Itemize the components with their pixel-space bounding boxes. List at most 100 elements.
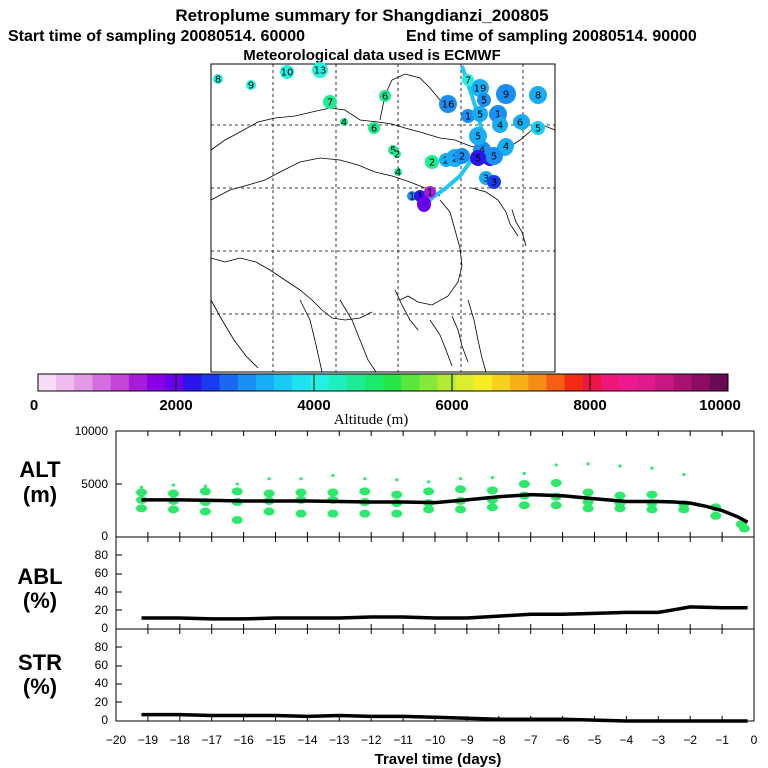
alt-cluster-point xyxy=(614,491,626,500)
map-trajectory-label: 19 xyxy=(474,84,487,95)
abl-panel-frame xyxy=(115,536,755,630)
map-trajectory-label: 1 xyxy=(427,188,433,199)
colorbar-swatch xyxy=(292,374,311,391)
x-axis-label: Travel time (days) xyxy=(375,751,502,768)
colorbar-swatch xyxy=(600,374,620,391)
colorbar-swatch xyxy=(709,374,729,391)
colorbar-swatch xyxy=(673,374,693,391)
alt-cluster-point xyxy=(136,504,148,513)
map-trajectory-label: 9 xyxy=(503,90,509,101)
map-trajectory-label: 5 xyxy=(475,154,481,165)
map-trajectory-marker xyxy=(213,74,223,84)
map-trajectory-label: 5 xyxy=(535,124,541,135)
colorbar-swatch xyxy=(110,374,130,391)
alt-ytick-label: 0 xyxy=(101,529,108,543)
alt-cluster-point xyxy=(455,485,467,494)
map-trajectory-label: 7 xyxy=(465,76,471,87)
map-trajectory-label: 16 xyxy=(442,100,455,111)
alt-sparse-point xyxy=(395,478,399,482)
map-trajectory-marker xyxy=(461,109,475,123)
alt-cluster-point xyxy=(614,504,626,513)
trajectory-map: 8910137646524222211133344556519798161515… xyxy=(210,62,556,373)
abl-panel-unit: (%) xyxy=(23,588,57,613)
alt-mean-line xyxy=(141,492,749,524)
alt-sparse-point xyxy=(139,485,144,489)
colorbar-swatch xyxy=(655,374,674,391)
colorbar-axis-label: Altitude (m) xyxy=(334,412,409,428)
map-trajectory-label: 4 xyxy=(395,168,401,179)
colorbar-swatch xyxy=(455,374,475,391)
alt-cluster-point xyxy=(518,501,530,510)
map-trajectory-label: 1 xyxy=(465,112,471,123)
str-ytick-label: 60 xyxy=(95,658,109,672)
abl-ytick-label: 60 xyxy=(95,566,109,580)
release-point-blob xyxy=(417,196,431,212)
colorbar-tick-label: 10000 xyxy=(699,397,741,414)
map-trajectory-marker xyxy=(407,191,417,201)
map-trajectory-label: 6 xyxy=(382,92,388,103)
abl-line xyxy=(141,605,748,621)
alt-cluster-point xyxy=(327,488,339,497)
map-trajectory-label: 6 xyxy=(517,118,523,129)
colorbar-swatch xyxy=(201,374,220,391)
map-trajectory-marker xyxy=(498,138,514,154)
map-trajectory-label: 13 xyxy=(314,66,327,77)
alt-sparse-point xyxy=(235,482,239,486)
alt-data-marks xyxy=(136,462,750,533)
x-tick-label: −19 xyxy=(138,733,159,747)
x-tick-label: −8 xyxy=(492,733,506,747)
colorbar-swatch xyxy=(346,374,366,391)
x-tick-label: −11 xyxy=(393,733,413,747)
colorbar-swatch xyxy=(582,374,602,391)
colorbar-swatch xyxy=(56,374,75,391)
x-tick-label: −15 xyxy=(265,733,286,747)
x-tick-label: −13 xyxy=(329,733,350,747)
alt-cluster-point xyxy=(710,511,722,520)
map-trajectory-label: 5 xyxy=(481,96,487,107)
map-trajectory-marker xyxy=(462,74,474,86)
map-trajectory-marker xyxy=(246,80,256,90)
ytick-marks xyxy=(116,483,122,703)
alt-cluster-point xyxy=(582,504,594,513)
map-trajectory-marker xyxy=(368,122,380,134)
x-tick-label: −14 xyxy=(297,733,318,747)
map-trajectory-marker xyxy=(393,150,401,158)
map-trajectory-marker xyxy=(485,147,503,165)
map-trajectory-label: 2 xyxy=(394,150,400,161)
map-trajectory-label: 5 xyxy=(390,146,396,157)
alt-cluster-point xyxy=(231,487,243,496)
alt-cluster-point xyxy=(295,488,307,497)
colorbar-swatch xyxy=(219,374,239,391)
alt-cluster-point xyxy=(263,489,275,498)
str-line xyxy=(141,712,748,723)
alt-cluster-point xyxy=(327,509,339,518)
alt-sparse-point xyxy=(427,480,431,484)
alt-cluster-point xyxy=(136,488,148,497)
alt-sparse-point xyxy=(203,484,207,488)
str-panel-unit: (%) xyxy=(23,674,57,699)
colorbar-swatches xyxy=(38,374,729,391)
colorbar-swatch xyxy=(165,374,184,391)
map-trajectory-label: 1 xyxy=(495,110,501,121)
alt-sparse-point xyxy=(171,483,176,487)
abl-ytick-label: 40 xyxy=(95,584,109,598)
alt-cluster-point xyxy=(678,505,690,514)
colorbar-swatch xyxy=(74,374,93,391)
alt-cluster-point xyxy=(423,505,435,514)
colorbar-swatch xyxy=(637,374,656,391)
colorbar-swatch xyxy=(128,374,148,391)
map-trajectory-marker xyxy=(529,86,547,104)
alt-cluster-point xyxy=(738,524,750,533)
alt-sparse-point xyxy=(331,473,335,478)
alt-panel-frame xyxy=(115,430,755,538)
x-tick-label: −6 xyxy=(556,733,570,747)
altitude-colorbar: 0 2000 4000 6000 8000 10000 Altitude (m) xyxy=(30,373,741,428)
map-trajectory-marker xyxy=(323,95,337,109)
str-panel-label: STR xyxy=(18,650,62,675)
map-trajectory-label: 1 xyxy=(417,192,423,203)
map-trajectory-marker xyxy=(531,121,545,135)
map-trajectory-label: 5 xyxy=(491,152,497,163)
alt-cluster-point xyxy=(359,509,371,518)
alt-sparse-point xyxy=(458,477,463,481)
